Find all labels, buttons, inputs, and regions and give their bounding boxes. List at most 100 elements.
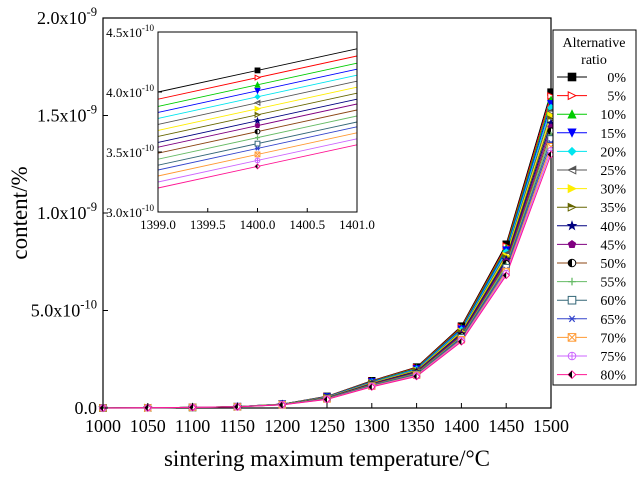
inset-point-5pct: [254, 74, 262, 81]
inset-x-tick-label: 1401.0: [339, 217, 375, 232]
y-axis-label: content/%: [7, 166, 32, 259]
inset-point-40pct: [253, 116, 262, 125]
legend-label: 15%: [600, 127, 626, 142]
y-tick-label: 1.5x10-9: [37, 102, 97, 125]
legend-marker: [566, 220, 578, 231]
data-point-80pct-1450: [502, 271, 511, 280]
legend-title-line2: ratio: [581, 53, 607, 68]
legend-label: 40%: [600, 220, 626, 235]
inset-point-25pct: [253, 99, 261, 107]
inset-point-30pct: [254, 105, 262, 113]
legend-marker: [568, 277, 576, 286]
legend-marker: [567, 239, 577, 248]
inset-point-55pct: [255, 135, 260, 140]
y-tick-label: 1.0x10-9: [37, 200, 97, 223]
inset-point-80pct: [254, 163, 261, 170]
legend-item-50pct: 50%: [557, 257, 626, 272]
inset-point-75pct: [254, 157, 261, 164]
legend-marker: [568, 315, 576, 323]
legend-marker: [567, 109, 577, 119]
inset-point-10pct: [254, 81, 261, 88]
legend-label: 10%: [600, 108, 626, 123]
legend-item-55pct: 55%: [557, 276, 626, 291]
inset-y-tick-label: 3.5x10-10: [106, 143, 154, 160]
legend-marker: [567, 202, 577, 212]
x-tick-label: 1400: [443, 416, 479, 436]
legend-item-65pct: 65%: [557, 313, 626, 328]
legend-marker: [567, 146, 577, 156]
inset-x-tick-label: 1399.5: [190, 217, 226, 232]
x-tick-label: 1300: [354, 416, 390, 436]
inset-point-70pct: [254, 151, 261, 158]
legend-label: 75%: [600, 350, 626, 365]
data-point-80pct-1350: [412, 372, 421, 381]
legend-item-20pct: 20%: [557, 145, 626, 160]
legend-marker: [567, 183, 577, 194]
x-tick-label: 1100: [175, 416, 210, 436]
inset-point-50pct: [254, 128, 261, 135]
legend-label: 55%: [600, 276, 626, 291]
legend-items: 0% 5% 10% 15% 20% 25% 30% 35% 40% 45% 50% 55% 60% 65%…: [557, 71, 626, 384]
legend-item-40pct: 40%: [557, 220, 626, 235]
legend-label: 50%: [600, 257, 626, 272]
legend-marker: [567, 72, 577, 82]
x-tick-label: 1350: [399, 416, 435, 436]
data-point-80pct-1300: [367, 383, 376, 391]
legend-label: 5%: [607, 90, 626, 105]
y-axis-ticks: 0.0 5.0x10-10 1.0x10-9 1.5x10-9 2.0x10-9: [31, 5, 108, 418]
legend-label: 65%: [600, 313, 626, 328]
x-tick-label: 1050: [130, 416, 166, 436]
x-tick-label: 1250: [309, 416, 345, 436]
inset-point-15pct: [254, 87, 261, 95]
y-tick-label: 0.0: [75, 398, 98, 418]
x-tick-label: 1500: [533, 416, 569, 436]
legend-item-80pct: 80%: [557, 369, 626, 384]
legend-item-0pct: 0%: [557, 71, 626, 86]
legend-item-5pct: 5%: [557, 90, 626, 105]
legend-item-45pct: 45%: [557, 238, 626, 253]
legend-label: 20%: [600, 145, 626, 160]
inset-x-tick-label: 1399.0: [140, 217, 176, 232]
legend-label: 35%: [600, 201, 626, 216]
legend-title: Alternative: [563, 36, 626, 51]
legend-item-30pct: 30%: [557, 183, 626, 198]
inset-point-65pct: [255, 146, 260, 151]
legend-marker: [567, 370, 577, 380]
legend-marker: [567, 128, 577, 138]
legend-item-60pct: 60%: [557, 294, 626, 309]
inset-y-axis-ticks: 3.0x10-103.5x10-104.0x10-104.5x10-10: [106, 23, 162, 220]
inset-point-0pct: [254, 67, 261, 74]
x-axis-ticks: 1000 1050 1100 1150 1200 1250 1300 1350 1400 1450…: [85, 403, 569, 436]
legend-label: 60%: [600, 294, 626, 309]
legend-label: 70%: [600, 331, 626, 346]
legend-label: 25%: [600, 164, 626, 179]
inset-y-tick-label: 4.0x10-10: [106, 83, 154, 100]
legend-marker: [567, 258, 577, 268]
y-tick-label: 2.0x10-9: [37, 5, 97, 28]
inset-point-45pct: [254, 122, 261, 129]
inset-x-tick-label: 1400.5: [289, 217, 325, 232]
x-axis-label: sintering maximum temperature/°C: [164, 446, 490, 471]
x-tick-label: 1000: [85, 416, 121, 436]
legend-marker: [567, 351, 577, 361]
legend-item-70pct: 70%: [557, 331, 626, 346]
x-tick-label: 1150: [220, 416, 255, 436]
x-tick-label: 1200: [264, 416, 300, 436]
legend-item-25pct: 25%: [557, 164, 626, 179]
legend-item-35pct: 35%: [557, 201, 626, 216]
inset-point-35pct: [254, 111, 262, 119]
inset-point-20pct: [254, 93, 261, 100]
legend-item-10pct: 10%: [557, 108, 626, 123]
inset-y-tick-label: 4.5x10-10: [106, 23, 154, 40]
legend-marker: [567, 90, 577, 101]
legend-marker: [567, 333, 577, 342]
legend-item-15pct: 15%: [557, 127, 626, 142]
legend-label: 45%: [600, 238, 626, 253]
y-tick-label: 5.0x10-10: [31, 297, 97, 320]
legend-item-75pct: 75%: [557, 350, 626, 365]
legend-marker: [567, 165, 577, 175]
legend-label: 80%: [600, 369, 626, 384]
data-point-80pct-1250: [323, 395, 331, 404]
inset-x-axis-ticks: 1399.0 1399.5 1400.0 1400.5 1401.0: [140, 208, 375, 232]
